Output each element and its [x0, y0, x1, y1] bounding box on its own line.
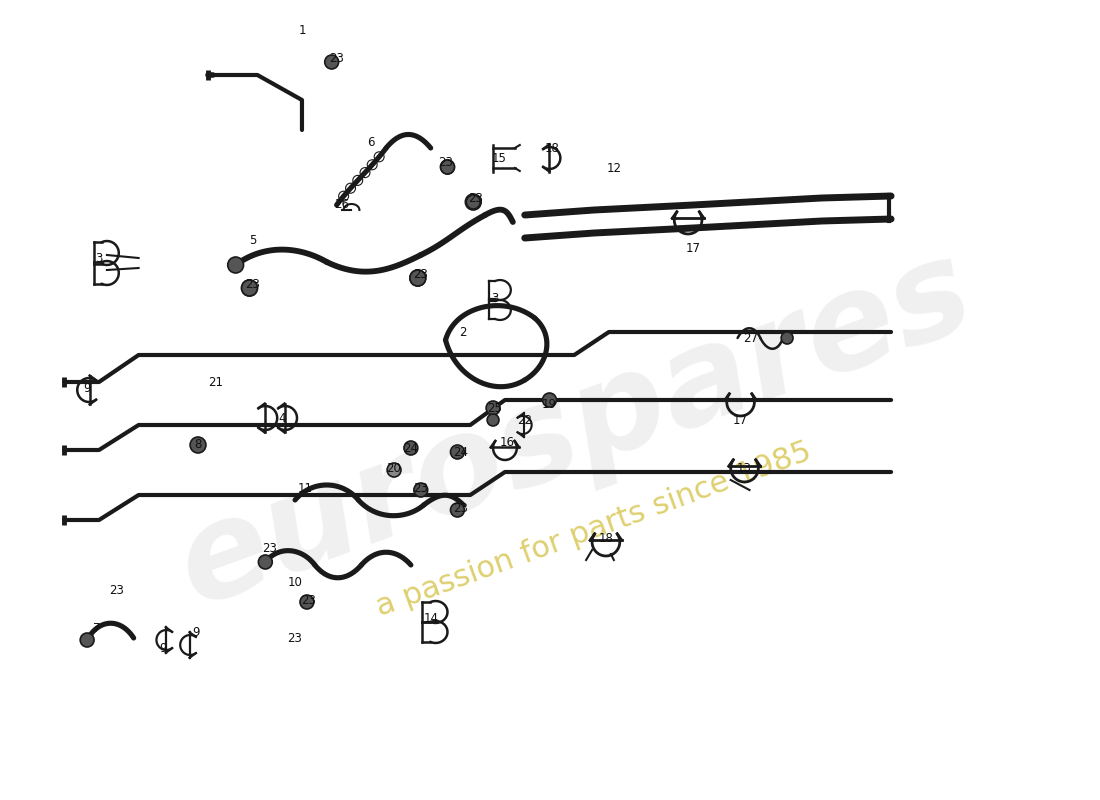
Text: 10: 10	[287, 575, 303, 589]
Text: eurospares: eurospares	[161, 227, 988, 633]
Text: a passion for parts since 1985: a passion for parts since 1985	[373, 438, 816, 622]
Text: 21: 21	[208, 375, 223, 389]
Text: 3: 3	[96, 251, 102, 265]
Circle shape	[190, 437, 206, 453]
Circle shape	[487, 414, 499, 426]
Text: 23: 23	[109, 583, 124, 597]
Text: 4: 4	[278, 411, 286, 425]
Text: 11: 11	[297, 482, 312, 494]
Text: 26: 26	[334, 198, 349, 211]
Text: 5: 5	[249, 234, 256, 246]
Text: 25: 25	[487, 402, 503, 414]
Circle shape	[300, 595, 313, 609]
Circle shape	[242, 280, 257, 296]
Circle shape	[486, 401, 500, 415]
Circle shape	[404, 441, 418, 455]
Circle shape	[465, 194, 481, 210]
Circle shape	[324, 55, 339, 69]
Circle shape	[228, 257, 243, 273]
Circle shape	[410, 270, 426, 286]
Text: 14: 14	[424, 611, 438, 625]
Circle shape	[542, 393, 557, 407]
Text: 24: 24	[404, 442, 418, 454]
Text: 18: 18	[598, 531, 614, 545]
Text: 24: 24	[453, 446, 468, 458]
Text: 20: 20	[386, 462, 402, 474]
Text: 13: 13	[737, 462, 752, 474]
Text: 27: 27	[742, 331, 758, 345]
Circle shape	[441, 160, 454, 174]
Text: 23: 23	[287, 631, 303, 645]
Text: 19: 19	[542, 398, 557, 411]
Text: 3: 3	[492, 291, 498, 305]
Text: 16: 16	[499, 435, 515, 449]
Text: 7: 7	[94, 622, 101, 634]
Circle shape	[441, 160, 454, 174]
Text: 22: 22	[517, 414, 532, 426]
Text: 23: 23	[301, 594, 317, 606]
Text: 9: 9	[160, 642, 167, 654]
Text: 9: 9	[84, 382, 91, 394]
Text: 23: 23	[453, 502, 468, 514]
Circle shape	[414, 483, 428, 497]
Text: 23: 23	[414, 269, 428, 282]
Text: 23: 23	[329, 51, 344, 65]
Circle shape	[781, 332, 793, 344]
Text: 1: 1	[298, 23, 306, 37]
Text: 23: 23	[438, 155, 453, 169]
Text: 17: 17	[685, 242, 701, 254]
Circle shape	[410, 270, 426, 286]
Circle shape	[387, 463, 402, 477]
Text: 18: 18	[544, 142, 560, 154]
Text: 15: 15	[492, 151, 506, 165]
Circle shape	[451, 445, 464, 459]
Circle shape	[466, 195, 481, 209]
Text: 23: 23	[468, 191, 483, 205]
Text: 23: 23	[262, 542, 277, 554]
Text: 12: 12	[606, 162, 621, 174]
Text: 6: 6	[367, 135, 375, 149]
Text: 8: 8	[195, 438, 201, 451]
Text: 17: 17	[733, 414, 748, 426]
Circle shape	[80, 633, 95, 647]
Circle shape	[451, 503, 464, 517]
Text: 2: 2	[460, 326, 467, 339]
Circle shape	[466, 195, 481, 209]
Circle shape	[258, 555, 273, 569]
Text: 23: 23	[414, 482, 428, 494]
Text: 23: 23	[245, 278, 260, 291]
Text: 9: 9	[192, 626, 200, 638]
Circle shape	[242, 280, 257, 296]
